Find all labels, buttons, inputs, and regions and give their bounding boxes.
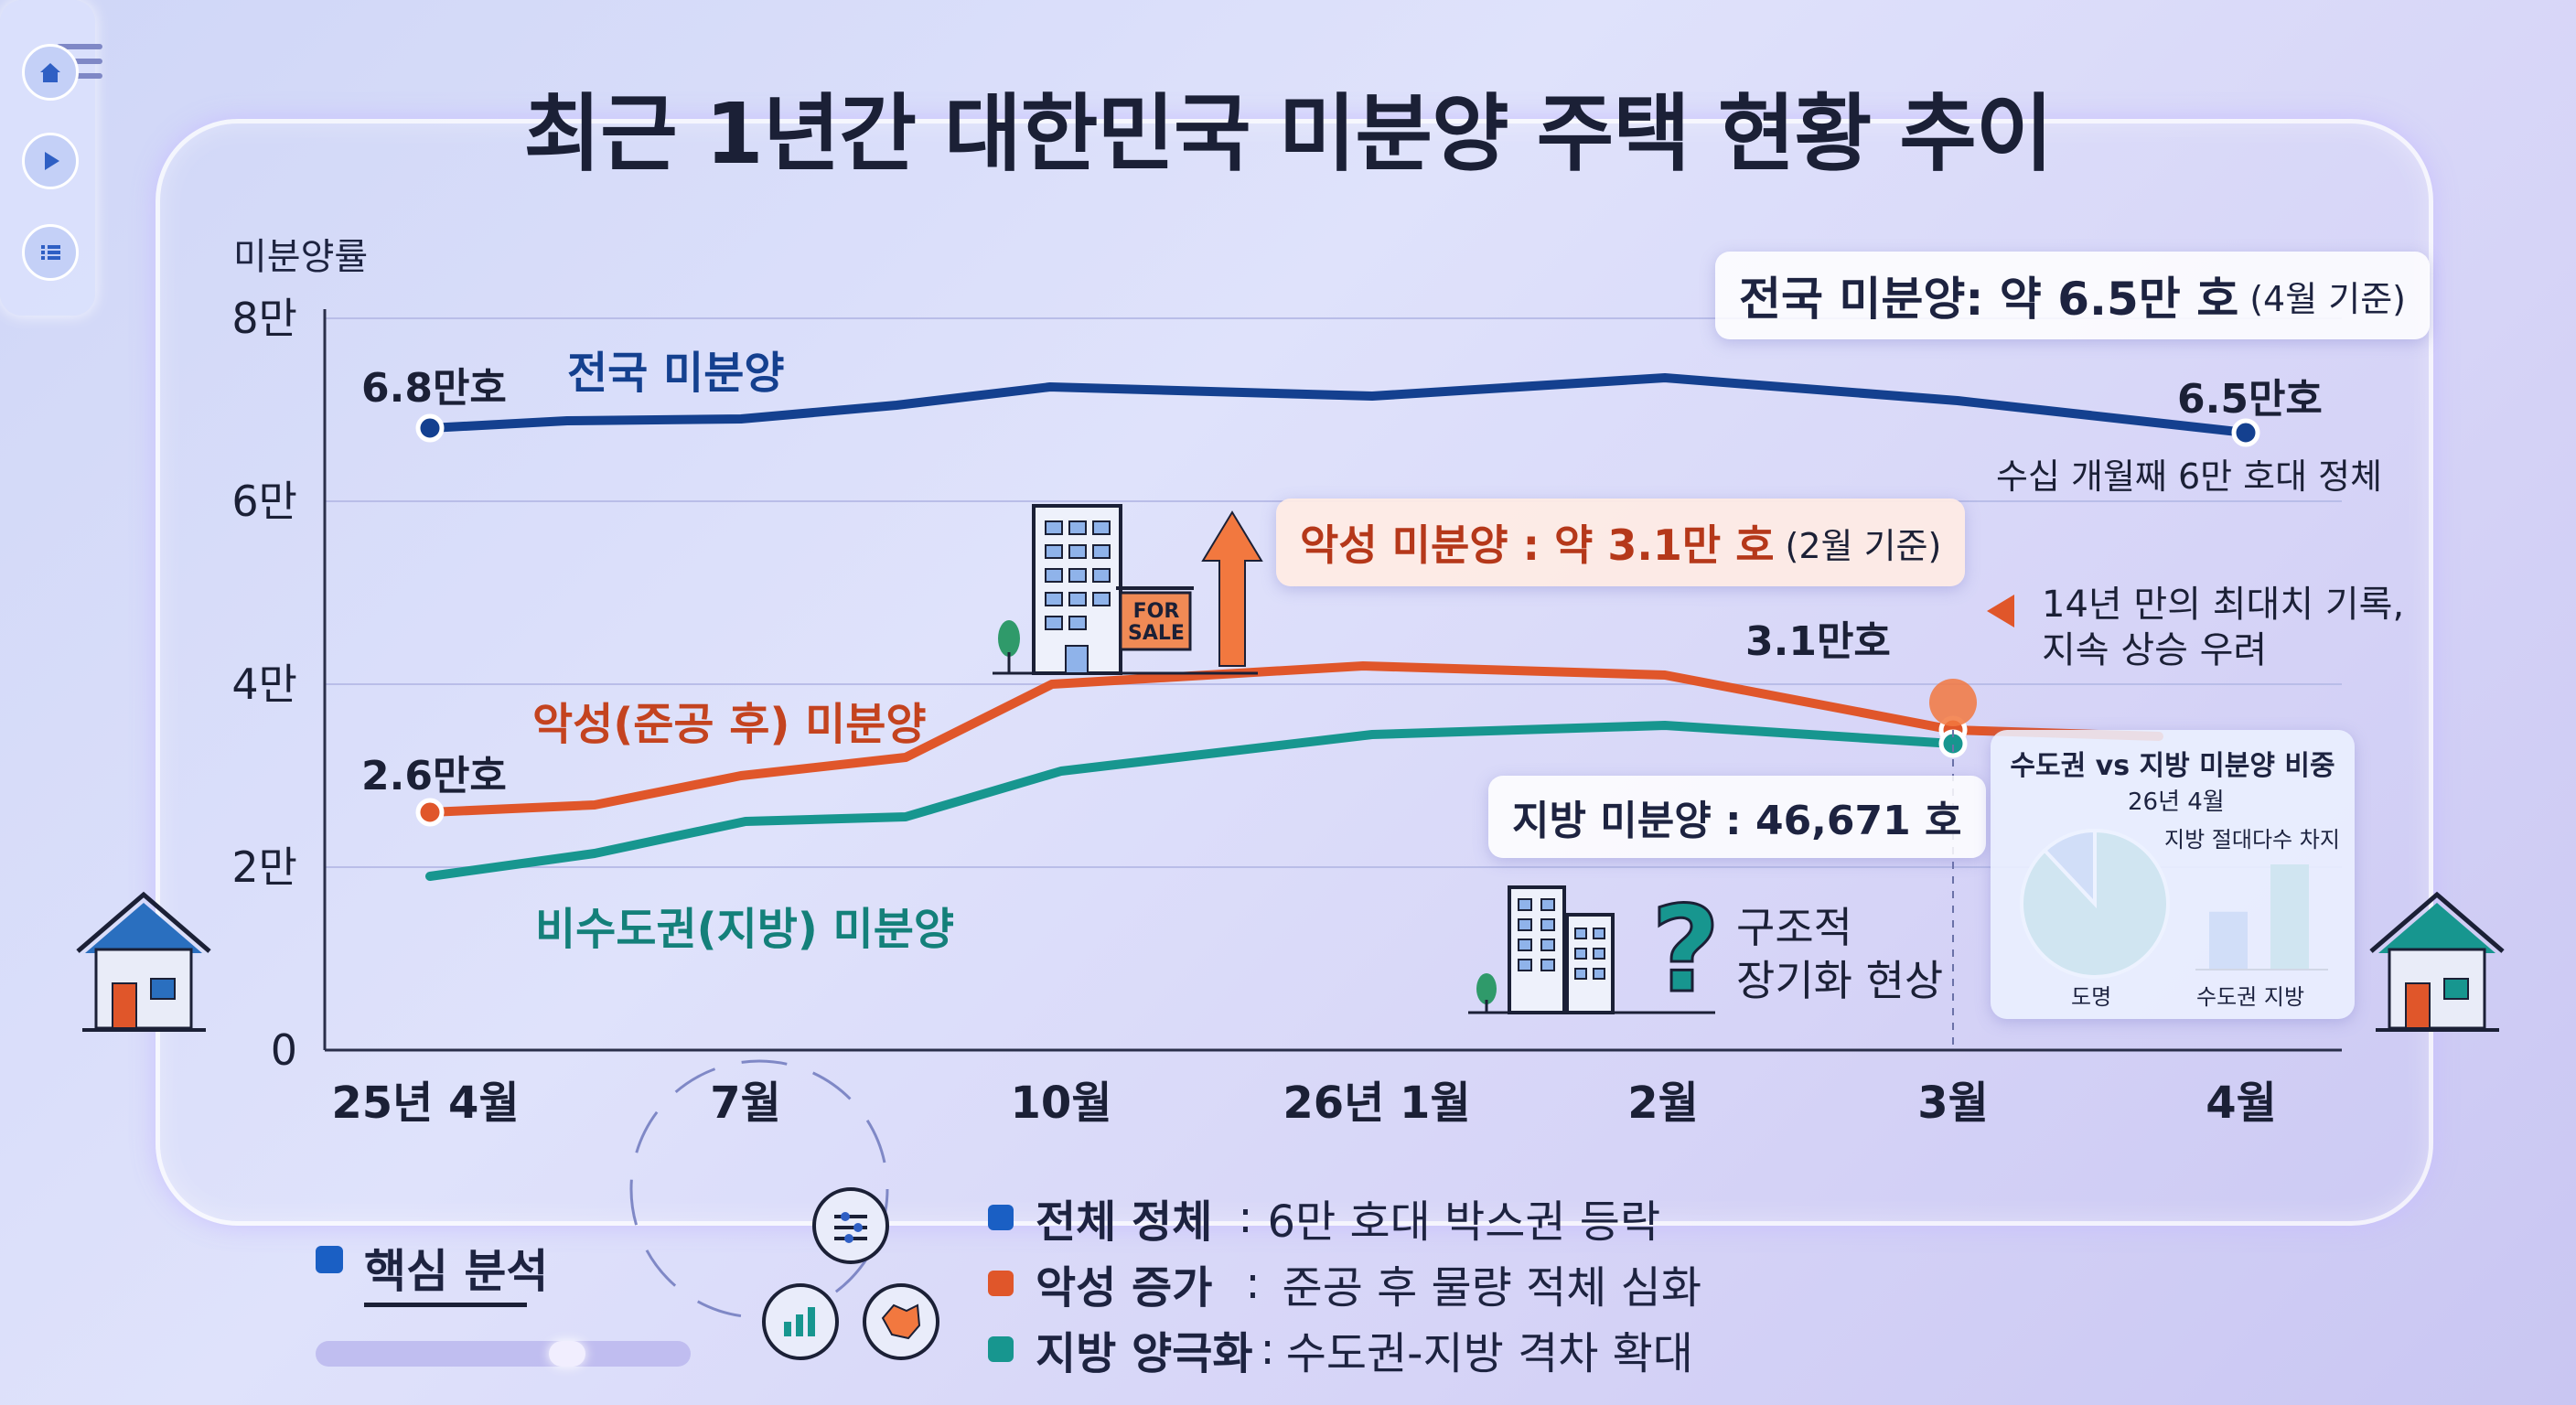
- highlight-point: [1929, 679, 1977, 726]
- map-icon: [863, 1283, 939, 1360]
- series-label-malignant: 악성(준공 후) 미분양: [532, 699, 927, 750]
- chart-points: [415, 413, 2260, 1050]
- analysis-heading: 핵심 분석: [364, 1245, 549, 1298]
- chart-axes: [323, 309, 2342, 1052]
- record-arrow-icon: [1987, 595, 2014, 627]
- note-record-1: 14년 만의 최대치 기록,: [2042, 584, 2405, 626]
- x-tick-label: 7월: [710, 1078, 781, 1129]
- analysis-underline: [364, 1303, 527, 1307]
- data-point: [2231, 418, 2260, 447]
- analysis-sep: :: [1260, 1324, 1275, 1375]
- data-point: [415, 413, 445, 443]
- y-axis-label: 미분양률: [233, 236, 369, 278]
- y-tick-label: 8만: [231, 294, 297, 343]
- play-icon[interactable]: [22, 133, 79, 189]
- point-label-national-end: 6.5만호: [2177, 376, 2323, 423]
- note-structural-1: 구조적: [1736, 903, 1852, 952]
- svg-text:?: ?: [1651, 880, 1720, 1019]
- analysis-heading-marker: [316, 1246, 343, 1273]
- share-panel-note: 지방 절대다수 차지: [2164, 827, 2340, 853]
- analysis-item: 전체 정체 : 6만 호대 박스권 등락: [988, 1185, 1660, 1249]
- x-tick-label: 2월: [1627, 1078, 1699, 1129]
- pie-label: 도명: [2071, 984, 2112, 1010]
- home-icon[interactable]: [22, 44, 79, 101]
- x-tick-label: 26년 1월: [1283, 1078, 1470, 1129]
- data-point: [415, 798, 445, 827]
- callout-regional-text: 지방 미분양 : 46,671 호: [1512, 798, 1962, 844]
- series-line: [425, 721, 1958, 881]
- note-structural-2: 장기화 현상: [1736, 956, 1944, 1005]
- point-label-national-start: 6.8만호: [361, 365, 507, 412]
- analysis-marker: [988, 1336, 1014, 1362]
- series-line: [425, 661, 1958, 817]
- content-frame: [156, 119, 2433, 1226]
- chart-lines: [425, 373, 2250, 881]
- note-stagnation: 수십 개월째 6만 호대 정체: [1996, 456, 2383, 497]
- analysis-marker: [988, 1271, 1014, 1296]
- question-icon: ?: [1650, 879, 1722, 1021]
- y-tick-label: 2만: [231, 842, 297, 892]
- x-tick-label: 4월: [2206, 1078, 2277, 1129]
- point-label-malignant-mar: 3.1만호: [1745, 618, 1891, 665]
- series-label-regional: 비수도권(지방) 미분양: [535, 904, 955, 955]
- settings-icon: [812, 1187, 889, 1264]
- house-icon: [2369, 891, 2505, 1032]
- series-label-national: 전국 미분양: [567, 348, 785, 399]
- share-panel-title: 수도권 vs 지방 미분양 비중: [2010, 750, 2335, 782]
- bar-axis-label: 수도권 지방: [2196, 984, 2305, 1010]
- for-sale-line2: SALE: [1128, 622, 1185, 645]
- analysis-text: 6만 호대 박스권 등락: [1267, 1196, 1661, 1248]
- bar-chart-icon: [762, 1283, 839, 1360]
- analysis-marker: [988, 1205, 1014, 1230]
- side-nav: [0, 0, 95, 316]
- x-tick-label: 10월: [1011, 1078, 1112, 1129]
- analysis-key: 악성 증가: [1036, 1262, 1213, 1314]
- for-sale-sign: FOR SALE: [1124, 601, 1188, 645]
- callout-national-small: (4월 기준): [2249, 278, 2406, 319]
- buildings-question-icon: ?: [1468, 879, 1722, 1021]
- house-icon: [76, 891, 211, 1032]
- callout-malignant-small: (2월 기준): [1785, 525, 1942, 566]
- analysis-item: 악성 증가 : 준공 후 물량 적체 심화: [988, 1251, 1701, 1315]
- callout-malignant: 악성 미분양 : 약 3.1만 호 (2월 기준): [1276, 499, 1966, 586]
- tree-icon: [1476, 973, 1497, 1013]
- page-title: 최근 1년간 대한민국 미분양 주택 현황 추이: [523, 85, 2053, 183]
- analysis-sep: :: [1238, 1192, 1253, 1243]
- analysis-cycle-icon: [629, 1059, 889, 1319]
- analysis-key: 전체 정체: [1036, 1196, 1213, 1248]
- y-tick-label: 6만: [231, 477, 297, 526]
- for-sale-line1: FOR: [1132, 600, 1180, 623]
- share-panel: 수도권 vs 지방 미분양 비중 26년 4월 지방 절대다수 차지 도명 수도…: [1991, 730, 2355, 1019]
- progress-track: [316, 1341, 691, 1367]
- analysis-key: 지방 양극화: [1036, 1328, 1253, 1379]
- y-tick-label: 0: [271, 1025, 297, 1075]
- progress-handle[interactable]: [549, 1341, 585, 1367]
- callout-national: 전국 미분양: 약 6.5만 호 (4월 기준): [1715, 252, 2430, 339]
- building-icon: [993, 504, 1263, 675]
- arrow-up-icon: [1201, 510, 1263, 667]
- chart-ticks: 0 2만 4만 6만 8만 25년 4월 7월 10월 26년 1월 2월 3월 4월: [231, 294, 2276, 1129]
- tree-icon: [998, 620, 1020, 673]
- x-tick-label: 25년 4월: [331, 1078, 519, 1129]
- y-tick-label: 4만: [231, 660, 297, 709]
- callout-national-main: 전국 미분양: 약 6.5만 호: [1739, 273, 2239, 326]
- callout-regional: 지방 미분양 : 46,671 호: [1488, 776, 1986, 858]
- note-record-2: 지속 상승 우려: [2042, 629, 2268, 671]
- share-panel-subtitle: 26년 4월: [2128, 788, 2225, 816]
- series-line: [425, 373, 2250, 437]
- list-icon[interactable]: [22, 224, 79, 281]
- analysis-text: 수도권-지방 격차 확대: [1285, 1328, 1693, 1379]
- x-tick-label: 3월: [1917, 1078, 1989, 1129]
- analysis-sep: :: [1245, 1258, 1261, 1309]
- callout-malignant-main: 악성 미분양 : 약 3.1만 호: [1300, 520, 1775, 570]
- menu-icon[interactable]: [57, 44, 102, 82]
- analysis-item: 지방 양극화 : 수도권-지방 격차 확대: [988, 1317, 1693, 1381]
- point-label-malignant-start: 2.6만호: [361, 753, 507, 799]
- analysis-text: 준공 후 물량 적체 심화: [1282, 1262, 1702, 1314]
